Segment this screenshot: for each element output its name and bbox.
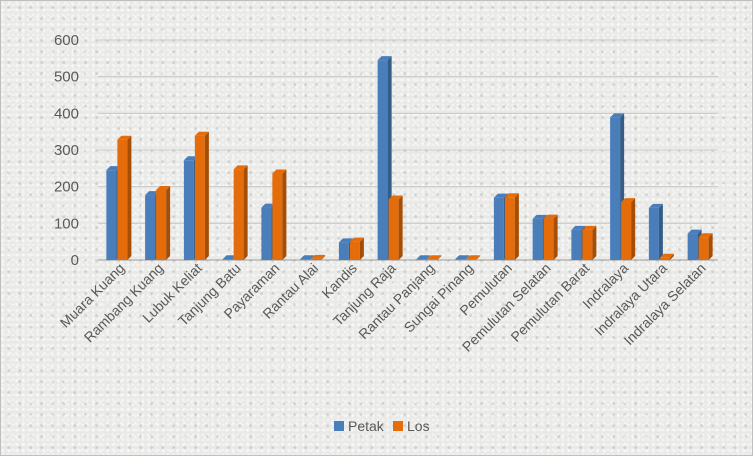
bar-los <box>427 255 442 260</box>
y-tick-label: 200 <box>54 179 79 196</box>
legend-label: Los <box>407 418 430 434</box>
y-tick-label: 400 <box>54 105 79 122</box>
bar-los <box>272 169 287 260</box>
bar-los <box>621 198 636 260</box>
bar-los <box>156 185 171 260</box>
legend-item-petak: Petak <box>334 418 385 434</box>
bar-los <box>698 233 713 260</box>
y-axis-ticks: 0 100 200 300 400 500 600 <box>54 32 79 269</box>
legend-swatch <box>393 421 403 431</box>
bar-los <box>233 165 248 260</box>
bar-los <box>194 131 209 260</box>
y-tick-label: 0 <box>71 252 79 269</box>
bar-los <box>349 237 364 260</box>
legend-label: Petak <box>348 418 385 434</box>
legend: Petak Los <box>334 418 430 434</box>
bar-petak <box>300 255 315 260</box>
bar-los <box>388 195 403 260</box>
bar-los <box>117 135 132 260</box>
y-tick-label: 300 <box>54 142 79 159</box>
bar-los <box>543 214 558 260</box>
y-tick-label: 500 <box>54 69 79 86</box>
y-tick-label: 100 <box>54 215 79 232</box>
bar-los <box>582 225 597 260</box>
bar-los <box>466 255 481 260</box>
bar-petak <box>416 255 431 260</box>
bar-los <box>659 253 674 260</box>
bar-los <box>504 193 519 260</box>
bars <box>106 56 713 260</box>
bar-los <box>311 254 326 260</box>
legend-swatch <box>334 421 344 431</box>
legend-item-los: Los <box>393 418 430 434</box>
y-tick-label: 600 <box>54 32 79 49</box>
bar-petak <box>455 255 470 260</box>
bar-petak <box>648 203 663 260</box>
